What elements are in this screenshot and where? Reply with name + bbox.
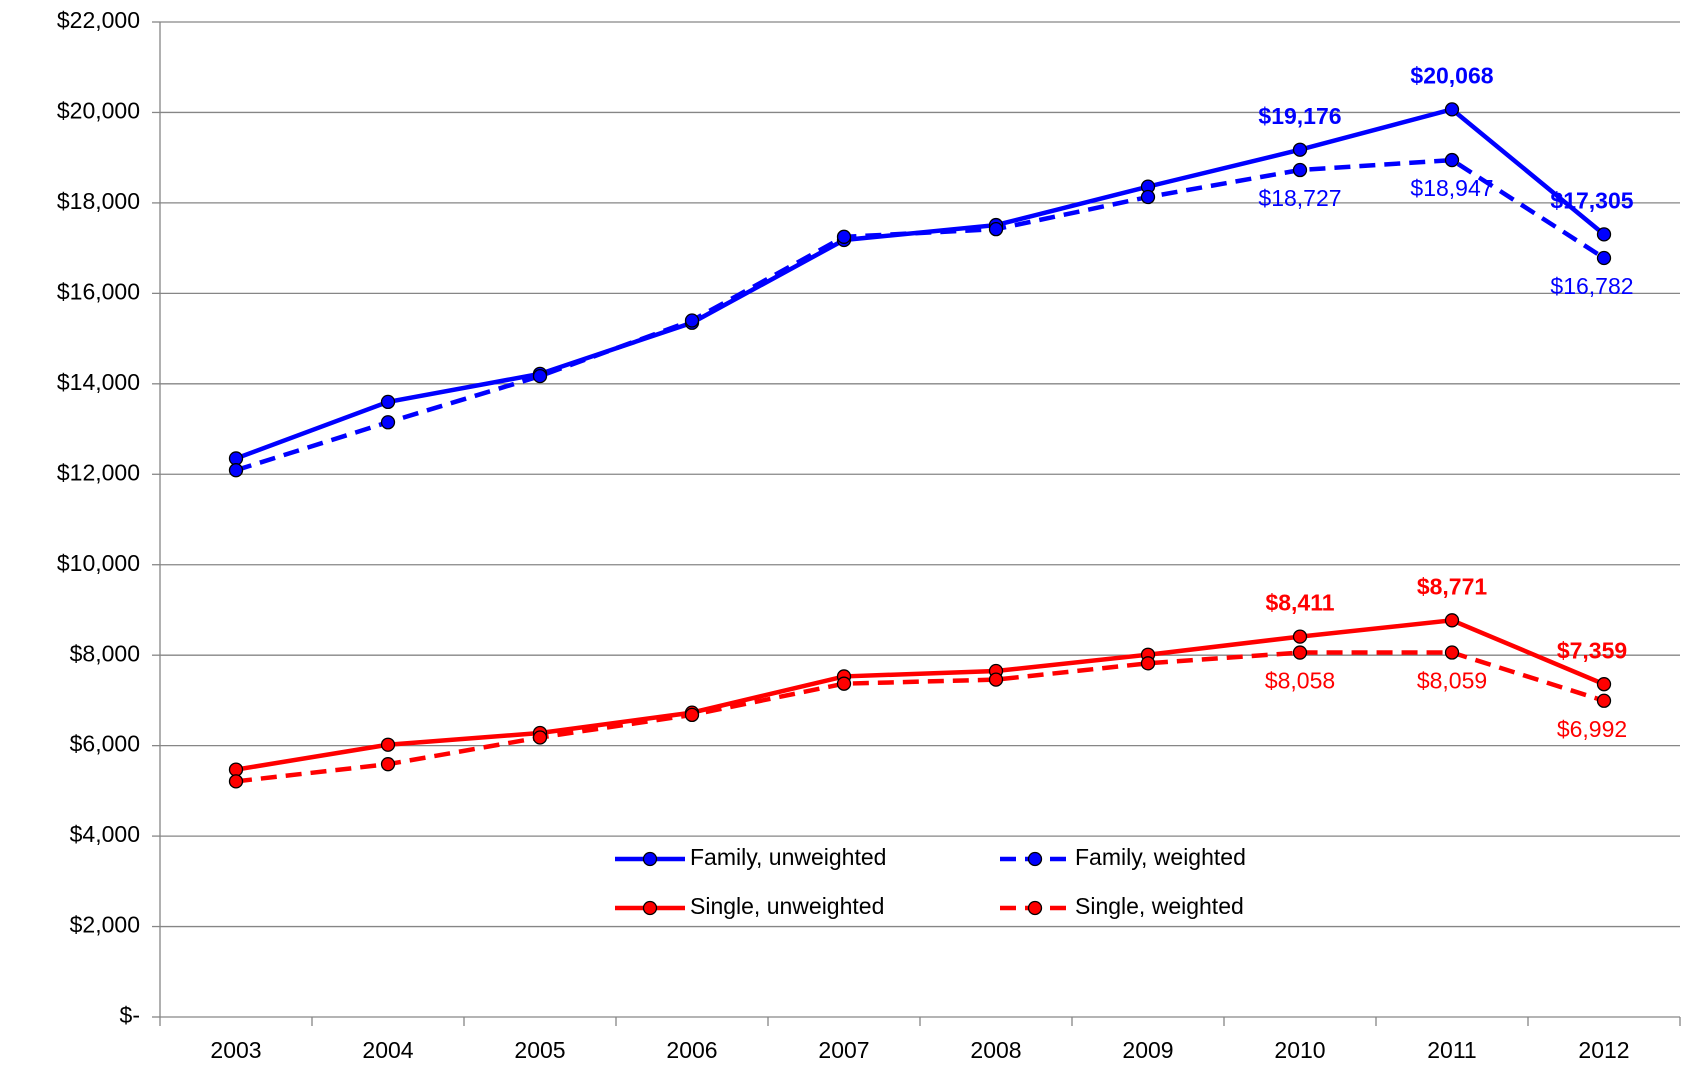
- point: [836, 229, 852, 244]
- y-tick-label: $-: [120, 1002, 140, 1028]
- point: [1292, 162, 1308, 178]
- data-label: $8,411: [1265, 590, 1334, 616]
- point: [380, 394, 396, 410]
- data-label: $19,176: [1258, 103, 1341, 129]
- x-tick-label: 2006: [666, 1037, 717, 1063]
- x-tick-label: 2003: [210, 1037, 261, 1063]
- point: [380, 737, 396, 752]
- data-label: $18,947: [1410, 175, 1493, 201]
- point: [228, 774, 244, 789]
- point: [988, 672, 1004, 687]
- y-tick-label: $12,000: [57, 459, 140, 485]
- x-tick-label: 2010: [1274, 1037, 1325, 1063]
- point: [228, 463, 244, 478]
- data-label: $8,058: [1265, 668, 1335, 694]
- y-tick-label: $22,000: [57, 7, 140, 33]
- point: [1596, 227, 1612, 242]
- point: [1444, 102, 1460, 117]
- point: [380, 415, 396, 430]
- x-tick-label: 2011: [1427, 1037, 1476, 1063]
- point: [1292, 142, 1308, 157]
- x-tick-label: 2012: [1578, 1037, 1629, 1063]
- y-tick-label: $20,000: [57, 98, 140, 124]
- point: [684, 313, 700, 328]
- legend-label: Family, weighted: [1075, 844, 1246, 870]
- point: [1444, 152, 1460, 168]
- y-tick-label: $16,000: [57, 278, 140, 304]
- data-label: $7,359: [1557, 637, 1627, 663]
- point: [532, 730, 548, 745]
- point: [836, 676, 852, 691]
- x-tick-label: 2009: [1122, 1037, 1173, 1063]
- y-tick-label: $18,000: [57, 188, 140, 214]
- point: [532, 368, 548, 384]
- point: [1596, 250, 1612, 266]
- legend-label: Single, weighted: [1075, 893, 1244, 919]
- series-line: [235, 618, 1605, 772]
- x-tick-label: 2004: [362, 1037, 413, 1063]
- legend-marker: [642, 851, 658, 867]
- legend-marker: [1027, 900, 1043, 916]
- point: [1444, 613, 1460, 628]
- y-tick-label: $14,000: [57, 369, 140, 395]
- y-tick-label: $6,000: [70, 731, 140, 757]
- legend-label: Single, unweighted: [690, 893, 884, 919]
- point: [228, 451, 244, 466]
- data-label: $16,782: [1550, 273, 1633, 299]
- point: [1444, 645, 1460, 660]
- series-line: [235, 157, 1606, 473]
- series-line: [235, 650, 1605, 784]
- x-tick-label: 2005: [514, 1037, 565, 1063]
- point: [1596, 677, 1612, 692]
- point: [1596, 693, 1612, 708]
- point: [1140, 656, 1156, 671]
- legend-marker: [642, 900, 658, 916]
- data-label: $18,727: [1258, 185, 1341, 211]
- point: [988, 221, 1004, 237]
- y-tick-label: $2,000: [70, 912, 140, 938]
- point: [1140, 189, 1156, 205]
- legend-label: Family, unweighted: [690, 844, 886, 870]
- y-tick-label: $4,000: [70, 821, 140, 847]
- data-label: $20,068: [1410, 62, 1493, 88]
- point: [228, 762, 244, 777]
- y-tick-label: $10,000: [57, 550, 140, 576]
- x-tick-label: 2007: [818, 1037, 869, 1063]
- point: [684, 707, 700, 723]
- x-tick-label: 2008: [970, 1037, 1021, 1063]
- point: [1292, 629, 1308, 644]
- point: [1292, 645, 1308, 660]
- point: [380, 757, 396, 772]
- y-tick-label: $8,000: [70, 640, 140, 666]
- legend-marker: [1027, 851, 1043, 867]
- data-label: $8,771: [1417, 573, 1488, 599]
- data-label: $6,992: [1557, 716, 1627, 742]
- data-label: $17,305: [1550, 187, 1633, 213]
- data-label: $8,059: [1417, 668, 1487, 694]
